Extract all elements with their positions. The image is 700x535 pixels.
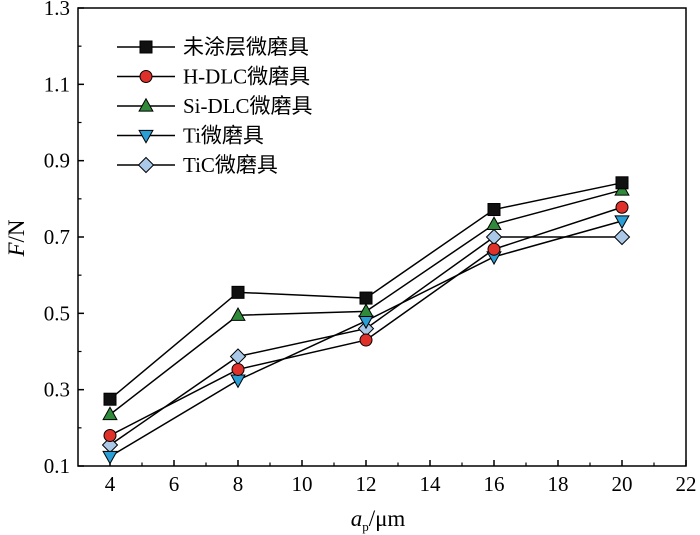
y-tick-label-1.1: 1.1	[44, 72, 70, 96]
y-tick-label-0.7: 0.7	[44, 225, 70, 249]
x-axis-title-symbol: a	[351, 506, 363, 531]
series-3-point-8	[230, 307, 246, 321]
plot-area: 4 6 8 10 12 14 16 18 20 22 0.1 0.3 0.5 0.7 0.9 1.1 1.3 未涂…	[44, 0, 697, 496]
series-3-point-16	[486, 216, 502, 231]
x-axis-title: ap/μm	[351, 506, 406, 534]
legend-marker-2	[139, 70, 153, 83]
y-axis-title-symbol: F	[4, 242, 29, 258]
x-tick-label-14: 14	[420, 472, 442, 496]
series-1-point-4	[103, 392, 117, 406]
series-2-point-4	[103, 428, 117, 442]
legend-marker-1	[139, 40, 153, 54]
legend-label-5: TiC微磨具	[183, 153, 278, 177]
y-axis-title: F/N	[4, 219, 29, 257]
x-tick-label-6: 6	[169, 472, 180, 496]
legend-label-3: Si-DLC微磨具	[183, 94, 313, 118]
x-tick-label-22: 22	[676, 472, 697, 496]
series-2-point-16	[487, 242, 501, 256]
series-2-point-12	[359, 333, 373, 347]
x-tick-label-16: 16	[484, 472, 505, 496]
y-tick-label-0.3: 0.3	[44, 378, 70, 402]
y-tick-label-0.9: 0.9	[44, 149, 70, 173]
legend-label-1: 未涂层微磨具	[183, 35, 309, 59]
series-1-point-20	[615, 176, 629, 190]
x-tick-label-8: 8	[233, 472, 244, 496]
legend-marker-5	[137, 156, 155, 174]
x-axis-title-subscript: p	[362, 519, 369, 534]
series-1-point-12	[359, 291, 373, 305]
x-tick-label-18: 18	[548, 472, 569, 496]
series-4-point-4	[102, 450, 118, 465]
series-5-point-16	[485, 228, 503, 246]
series-line-1	[109, 182, 623, 400]
x-tick-label-10: 10	[292, 472, 313, 496]
series-4-point-20	[614, 215, 630, 230]
series-1-point-16	[487, 203, 501, 217]
y-tick-label-0.5: 0.5	[44, 301, 70, 325]
series-5-point-20	[613, 228, 631, 246]
legend-marker-4	[138, 129, 154, 144]
x-tick-label-20: 20	[612, 472, 633, 496]
series-3-point-12	[358, 303, 374, 318]
legend-label-2: H-DLC微磨具	[183, 65, 310, 89]
series-4-point-8	[230, 374, 246, 389]
x-axis-title-unit: /μm	[369, 506, 406, 531]
legend-label-4: Ti微磨具	[183, 124, 264, 148]
series-2-point-8	[231, 362, 245, 376]
y-tick-label-1.3: 1.3	[44, 0, 70, 20]
legend-marker-3	[138, 97, 154, 112]
series-1-point-8	[231, 285, 245, 299]
series-5-point-8	[229, 348, 247, 365]
x-tick-label-4: 4	[105, 472, 116, 496]
y-tick-label-0.1: 0.1	[44, 454, 70, 478]
legend: 未涂层微磨具 H-DLC微磨具 Si-DLC微磨具 Ti微磨具 TiC微磨具	[117, 35, 313, 177]
series-3-point-4	[102, 406, 118, 421]
y-axis-title-unit: /N	[4, 219, 29, 242]
series-2-point-20	[615, 200, 629, 214]
x-tick-label-12: 12	[356, 472, 377, 496]
